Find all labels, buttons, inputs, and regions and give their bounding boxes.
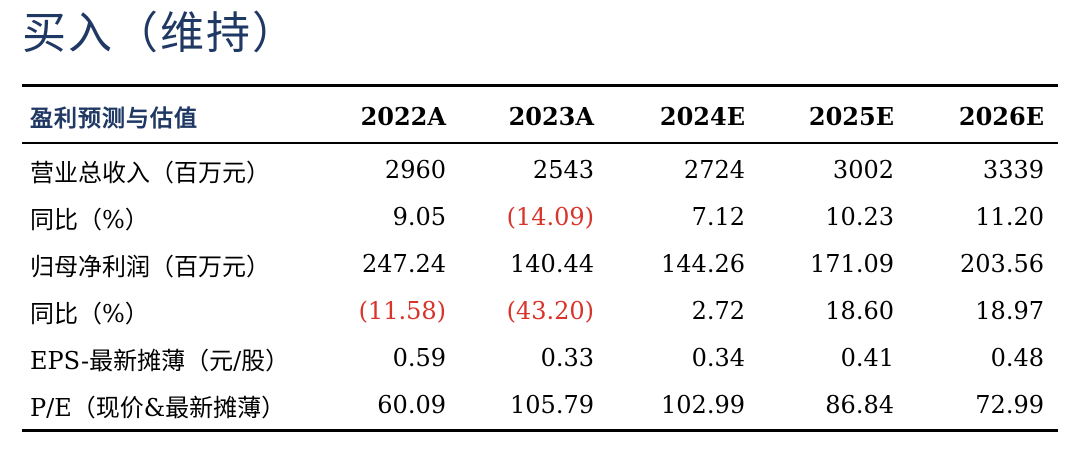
table-header-row: 盈利预测与估值 2022A 2023A 2024E 2025E 2026E [22,91,1058,141]
table-cell: 203.56 [960,250,1044,278]
table-row: 同比（%） (11.58) (43.20) 2.72 18.60 18.97 [22,288,1058,334]
rating-title: 买入（维持） [22,8,298,59]
table-cell: 102.99 [661,391,745,419]
row-label: 归母净利润（百万元） [30,252,270,281]
table-cell: 2543 [532,156,594,184]
header-year-2022a: 2022A [360,101,446,131]
table-top-rule [22,84,1058,87]
table-cell: (43.20) [506,297,594,325]
table-cell: 105.79 [510,391,594,419]
table-cell: 0.33 [540,344,594,372]
table-cell: 11.20 [975,203,1044,231]
table-bottom-rule [22,429,1058,432]
table-cell: 18.60 [825,297,894,325]
table-cell: 2960 [384,156,446,184]
table-cell: 0.41 [840,344,894,372]
table-cell: 0.34 [691,344,745,372]
table-cell: 3339 [982,156,1044,184]
table-header-rule [22,142,1058,144]
table-cell: 60.09 [377,391,446,419]
table-cell: 7.12 [691,203,745,231]
table-cell: (11.58) [358,297,446,325]
table-cell: 247.24 [362,250,446,278]
row-label: 同比（%） [30,205,149,234]
table-cell: 9.05 [392,203,446,231]
table-row: 营业总收入（百万元） 2960 2543 2724 3002 3339 [22,147,1058,193]
row-label: 营业总收入（百万元） [30,158,270,187]
table-cell: 0.59 [392,344,446,372]
table-cell: 0.48 [990,344,1044,372]
table-cell: 86.84 [825,391,894,419]
header-label: 盈利预测与估值 [30,105,198,132]
table-cell: 3002 [832,156,894,184]
row-label: P/E（现价&最新摊薄） [30,393,286,422]
table-cell: 10.23 [825,203,894,231]
table-cell: 144.26 [661,250,745,278]
table-cell: 171.09 [810,250,894,278]
header-year-2023a: 2023A [508,101,594,131]
table-row: 归母净利润（百万元） 247.24 140.44 144.26 171.09 2… [22,241,1058,287]
header-year-2024e: 2024E [659,101,745,131]
row-label: EPS-最新摊薄（元/股） [30,346,290,375]
table-cell: (14.09) [506,203,594,231]
header-year-2026e: 2026E [958,101,1044,131]
table-row: P/E（现价&最新摊薄） 60.09 105.79 102.99 86.84 7… [22,382,1058,428]
table-row: EPS-最新摊薄（元/股） 0.59 0.33 0.34 0.41 0.48 [22,335,1058,381]
table-cell: 18.97 [975,297,1044,325]
table-cell: 2724 [683,156,745,184]
table-cell: 72.99 [975,391,1044,419]
header-year-2025e: 2025E [808,101,894,131]
table-row: 同比（%） 9.05 (14.09) 7.12 10.23 11.20 [22,194,1058,240]
row-label: 同比（%） [30,299,149,328]
table-cell: 2.72 [691,297,745,325]
table-cell: 140.44 [510,250,594,278]
